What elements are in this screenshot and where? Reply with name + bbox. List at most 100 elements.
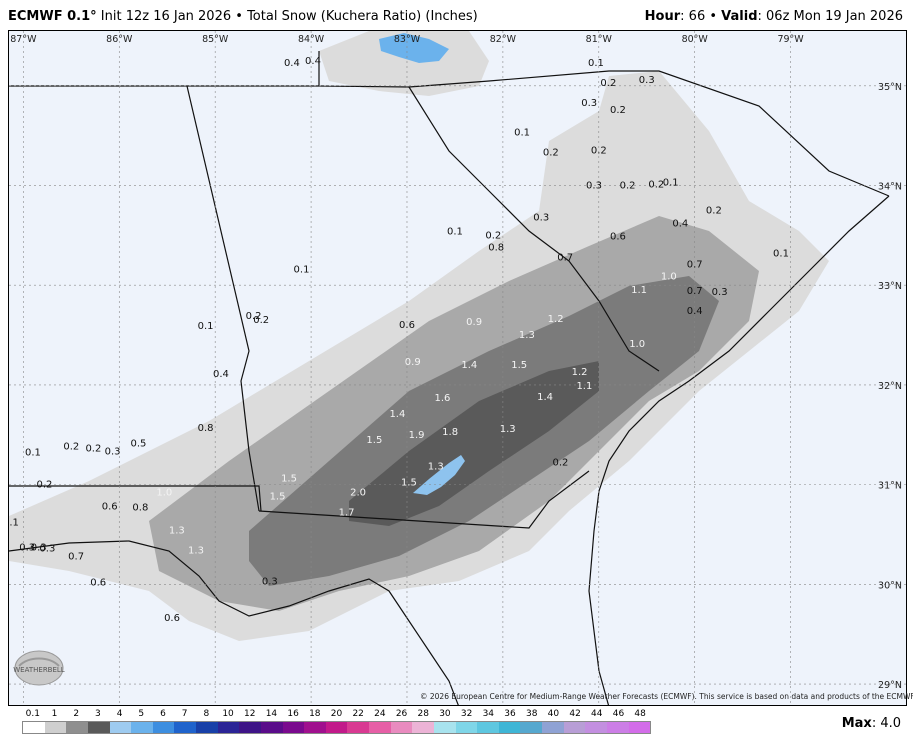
snow-value-label: 0.3 <box>105 447 121 458</box>
snow-value-label: 0.8 <box>198 423 214 434</box>
snow-value-label: 0.2 <box>485 230 501 241</box>
snow-value-label: 0.7 <box>68 551 84 562</box>
colorbar-tick-label: 48 <box>634 709 646 719</box>
colorbar-tick-label: 32 <box>460 709 473 719</box>
snow-value-label: 1.5 <box>366 435 382 446</box>
colorbar-tick-label: 26 <box>395 709 408 719</box>
colorbar-swatch <box>628 722 651 733</box>
snow-value-label: 0.1 <box>9 518 19 529</box>
colorbar-swatch <box>433 722 456 733</box>
hour-label: Hour <box>644 9 681 24</box>
colorbar-tick-label: 8 <box>203 709 210 719</box>
longitude-label: 80°W <box>682 34 709 45</box>
snow-value-label: 0.3 <box>712 287 728 298</box>
snow-area-mountain-blue <box>379 33 449 63</box>
colorbar-swatch <box>304 722 326 733</box>
snow-value-label: 0.2 <box>552 458 568 469</box>
longitude-label: 82°W <box>490 34 517 45</box>
colorbar-swatch <box>131 722 153 733</box>
snow-value-label: 0.2 <box>648 180 664 191</box>
colorbar-tick-label: 0.1 <box>25 709 41 719</box>
snow-shading <box>9 31 829 641</box>
hour-value: : 66 <box>680 9 706 24</box>
colorbar-tick-label: 7 <box>181 709 188 719</box>
colorbar-tick-label: 44 <box>591 709 603 719</box>
snow-value-labels: 0.10.2 0.30.30.20.10.2 0.20.3 0.2 0.20.10.20… <box>9 56 789 624</box>
snow-value-label: 1.5 <box>270 492 286 503</box>
snow-value-label: 0.4 <box>284 58 300 69</box>
colorbar-tick-label: 5 <box>138 709 145 719</box>
colorbar-swatch <box>585 722 607 733</box>
colorbar-swatch <box>87 722 110 733</box>
snow-value-label: 0.3 <box>581 98 597 109</box>
snow-value-label: 1.4 <box>537 392 553 403</box>
colorbar-swatch <box>412 722 434 733</box>
header-valid: Hour: 66 • Valid: 06z Mon 19 Jan 2026 <box>644 9 903 24</box>
snow-value-label: 1.3 <box>519 330 535 341</box>
snow-value-label: 0.2 <box>37 480 53 491</box>
colorbar-tick-label: 34 <box>482 709 495 719</box>
colorbar-tick-label: 40 <box>547 709 560 719</box>
snow-value-label: 0.2 <box>543 148 559 159</box>
snow-value-label: 1.3 <box>500 424 516 435</box>
snow-area-darkest <box>349 361 599 526</box>
snow-value-label: 0.3 <box>19 542 35 553</box>
colorbar-swatch <box>347 722 369 733</box>
latitude-label: 33°N <box>878 281 902 292</box>
colorbar <box>22 721 651 734</box>
latitude-label: 34°N <box>878 182 902 193</box>
longitude-labels: 87°W 86°W 85°W 84°W 83°W 82°W 81°W 80°W 79°W <box>10 34 804 45</box>
northcarolina-border <box>318 51 890 197</box>
latitude-label: 29°N <box>878 680 902 691</box>
colorbar-swatch <box>369 722 391 733</box>
snow-value-label: 0.2 <box>610 105 626 116</box>
snow-value-label: 1.9 <box>409 430 425 441</box>
gulf-coastline <box>9 540 459 705</box>
snow-value-label: 0.4 <box>213 369 229 380</box>
valid-label: Valid <box>721 9 758 24</box>
colorbar-swatch <box>542 722 564 733</box>
colorbar-swatch <box>109 722 132 733</box>
header-title: ECMWF 0.1° Init 12z 16 Jan 2026 • Total … <box>8 9 478 24</box>
snow-value-label: 0.1 <box>198 321 214 332</box>
colorbar-tick-label: 1 <box>51 709 58 719</box>
coastline <box>588 195 890 705</box>
snow-value-label: 0.4 <box>672 218 688 229</box>
colorbar-tick-label: 3 <box>95 709 101 719</box>
snow-value-label: 2.0 <box>350 488 366 499</box>
snow-value-label: 0.1 <box>514 128 530 139</box>
map-canvas: 87°W 86°W 85°W 84°W 83°W 82°W 81°W 80°W 79°W 35°… <box>9 31 906 705</box>
snow-value-label: 0.6 <box>399 320 415 331</box>
snow-value-label: 0.5 <box>131 439 147 450</box>
snow-value-label: 0.2 <box>600 78 616 89</box>
tennessee-border <box>9 85 410 88</box>
snow-value-label: 1.5 <box>401 478 417 489</box>
colorbar-swatch <box>196 722 218 733</box>
georgia-southcarolina-border <box>408 86 660 372</box>
snow-value-label: 1.3 <box>188 545 204 556</box>
florida-alabama-border <box>9 485 262 512</box>
colorbar-tick-label: 22 <box>352 709 364 719</box>
longitude-label: 81°W <box>586 34 613 45</box>
snow-value-label: 0.3 <box>31 542 47 553</box>
colorbar-swatch <box>455 722 478 733</box>
snow-value-label: 0.3 <box>586 181 602 192</box>
snow-value-label: 1.5 <box>511 360 527 371</box>
max-number: : 4.0 <box>871 716 901 731</box>
alabama-georgia-border <box>186 85 260 512</box>
colorbar-swatch <box>66 722 88 733</box>
colorbar-ticks: 0.1 1 2 3 4 5 6 7 8 10 12 14 16 18 20 22 24 26 28 30 32 34 36 3… <box>22 709 651 721</box>
logo-text: WEATHERBELL <box>13 666 65 674</box>
colorbar-swatch <box>217 722 240 733</box>
snow-value-label: 1.2 <box>572 367 588 378</box>
snow-value-label: 1.6 <box>435 393 451 404</box>
colorbar-swatch <box>563 722 586 733</box>
latitude-labels: 35°N 34°N 33°N 32°N 31°N 30°N 29°N <box>878 82 902 691</box>
snow-value-label: 0.4 <box>305 56 321 67</box>
snow-value-label: 0.1 <box>663 178 679 189</box>
model-name: ECMWF 0.1 <box>8 9 91 24</box>
snow-value-label: 0.1 <box>773 248 789 259</box>
snow-value-label: 0.7 <box>557 252 573 263</box>
snow-value-label: 0.2 <box>706 205 722 216</box>
colorbar-swatch <box>44 722 67 733</box>
